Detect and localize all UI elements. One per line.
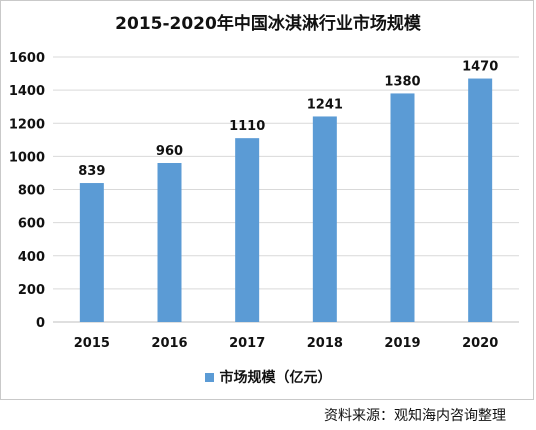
- x-tick-label: 2015: [74, 336, 110, 351]
- x-tick-label: 2017: [229, 336, 265, 351]
- x-tick-label: 2020: [462, 336, 498, 351]
- x-tick-label: 2018: [307, 336, 343, 351]
- data-label: 1470: [462, 60, 498, 75]
- data-label: 1110: [229, 119, 265, 134]
- data-label: 960: [156, 144, 183, 159]
- bar: [390, 93, 415, 322]
- y-tick-label: 400: [18, 250, 45, 265]
- y-tick-label: 200: [18, 283, 45, 298]
- y-axis-ticks: 0 200 400 600 800 1000 1200 1400 1600: [9, 51, 45, 331]
- plot-area: 0 200 400 600 800 1000 1200 1400 1600 839 960 1110…: [9, 51, 519, 351]
- y-tick-label: 0: [36, 316, 45, 331]
- bar: [468, 78, 493, 322]
- source-note: 资料来源：观知海内咨询整理: [324, 408, 506, 424]
- data-label: 1241: [307, 97, 343, 112]
- data-label: 839: [78, 164, 105, 179]
- y-tick-label: 1000: [9, 150, 45, 165]
- data-labels: 839 960 1110 1241 1380 1470: [78, 60, 498, 180]
- bar: [312, 116, 337, 322]
- chart-title: 2015-2020年中国冰淇淋行业市场规模: [115, 14, 421, 34]
- y-tick-label: 1600: [9, 51, 45, 66]
- bar: [235, 138, 260, 322]
- y-tick-label: 1400: [9, 84, 45, 99]
- y-tick-label: 800: [18, 184, 45, 199]
- x-tick-label: 2019: [384, 336, 420, 351]
- chart-frame: 2015-2020年中国冰淇淋行业市场规模 0 200 400 600 800 1000 1…: [0, 0, 534, 400]
- legend: 市场规模（亿元）: [1, 367, 535, 387]
- legend-swatch: [204, 372, 214, 382]
- data-label: 1380: [384, 74, 420, 89]
- x-tick-label: 2016: [151, 336, 187, 351]
- gridlines: [53, 56, 519, 323]
- bars: [79, 78, 493, 322]
- y-tick-label: 600: [18, 217, 45, 232]
- bar: [79, 183, 104, 322]
- x-axis-ticks: 2015 2016 2017 2018 2019 2020: [74, 336, 499, 351]
- bar: [157, 163, 182, 322]
- legend-label: 市场规模（亿元）: [219, 370, 332, 386]
- y-tick-label: 1200: [9, 117, 45, 132]
